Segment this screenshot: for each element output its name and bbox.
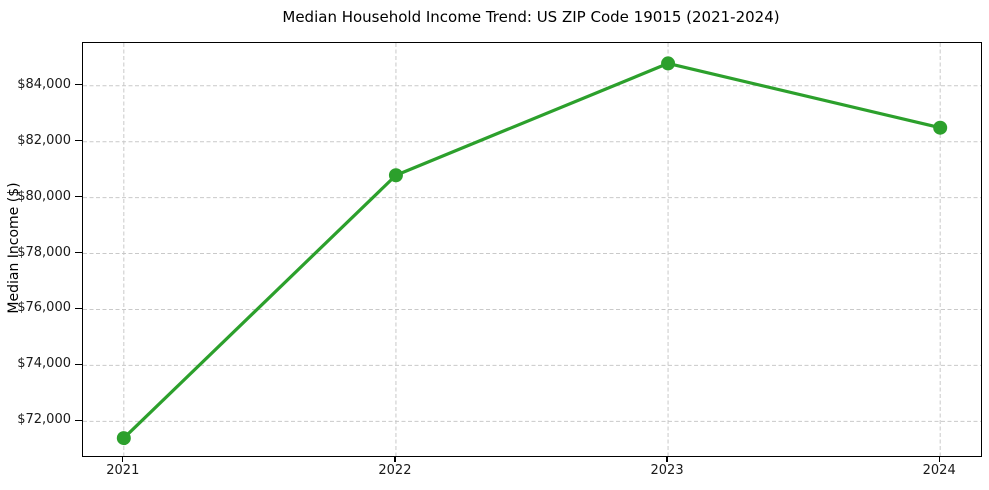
y-tick-label: $74,000	[17, 356, 71, 372]
y-tick	[75, 363, 82, 366]
y-tick	[75, 419, 82, 421]
y-tick	[75, 84, 82, 86]
chart-title: Median Household Income Trend: US ZIP Co…	[282, 8, 780, 26]
x-tick	[122, 456, 124, 462]
y-tick-label: $82,000	[17, 132, 71, 148]
y-tick-label: $78,000	[17, 244, 71, 260]
y-tick	[75, 140, 82, 142]
x-tick	[666, 456, 668, 462]
line-chart-canvas	[83, 43, 981, 456]
x-tick-label: 2024	[922, 463, 956, 478]
y-tick-label: $84,000	[17, 76, 71, 92]
y-tick-label: $76,000	[17, 300, 71, 316]
x-tick	[938, 456, 940, 462]
plot-area	[82, 42, 982, 457]
data-point-marker	[661, 56, 676, 71]
x-tick-label: 2021	[106, 463, 140, 478]
data-point-marker	[933, 120, 948, 135]
y-tick	[75, 251, 82, 254]
y-tick-label: $72,000	[17, 412, 71, 428]
data-point-marker	[116, 431, 131, 446]
x-tick-label: 2022	[378, 463, 412, 478]
data-point-marker	[388, 168, 403, 183]
y-tick-label: $80,000	[17, 188, 71, 204]
y-tick	[75, 307, 82, 310]
x-tick-label: 2023	[650, 463, 684, 478]
x-tick	[394, 456, 396, 462]
income-trend-line	[122, 61, 942, 440]
y-tick	[75, 195, 82, 198]
